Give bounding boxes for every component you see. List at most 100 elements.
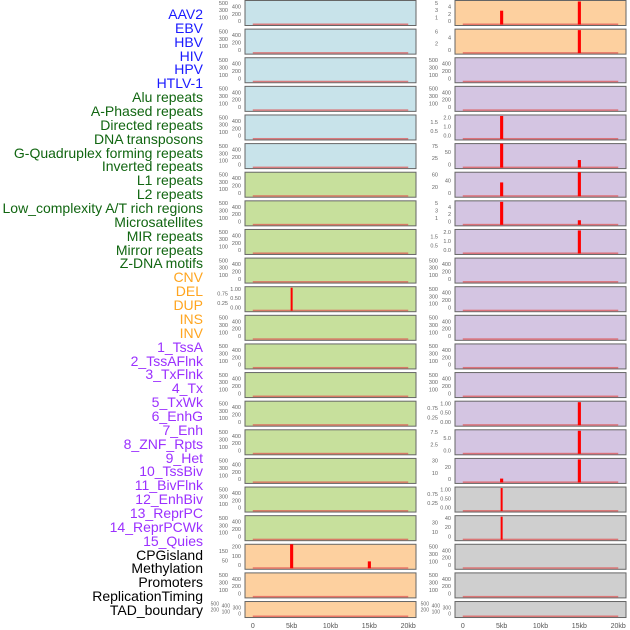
baseline-line: [462, 452, 619, 455]
y-tick-label: 100: [219, 388, 228, 394]
track-panel: [454, 57, 627, 84]
y-tick-label: 400: [232, 148, 241, 154]
y-tick-label: 300: [429, 65, 438, 71]
y-tick-label: 0: [448, 191, 451, 197]
baseline-line: [252, 309, 409, 312]
data-bar: [577, 430, 581, 454]
track-label-chromhmm: 13_ReprPC: [129, 504, 203, 521]
y-tick-label: 0: [448, 76, 451, 82]
track-panel: [244, 28, 417, 55]
y-tick-label: 500: [421, 602, 430, 608]
y-tick-label: 0: [238, 420, 241, 426]
y-tick-label: 0: [448, 277, 451, 283]
y-tick-label: 400: [442, 291, 451, 297]
y-tick-label: 500: [219, 430, 228, 436]
y-tick-label: 0: [448, 612, 451, 618]
baseline-line: [462, 395, 619, 398]
y-tick-label: 500: [219, 516, 228, 522]
y-tick-label: 100: [219, 187, 228, 193]
baseline-line: [252, 615, 409, 618]
track-label-other: CPGisland: [136, 546, 203, 563]
baseline-line: [462, 338, 619, 340]
y-tick-label: 100: [429, 359, 438, 365]
baseline-line: [462, 223, 619, 226]
track-label-repeat: Z-DNA motifs: [119, 255, 203, 272]
y-tick-label: 100: [222, 610, 231, 616]
y-tick-label: 0.5: [430, 129, 438, 135]
data-bar: [577, 172, 581, 197]
y-tick-label: 0: [448, 48, 451, 54]
baseline-line: [252, 166, 409, 169]
y-tick-label: 400: [232, 119, 241, 125]
y-tick-label: 500: [219, 144, 228, 150]
track-label-repeat: Low_complexity A/T rich regions: [2, 200, 204, 217]
y-tick-label: 400: [232, 434, 241, 440]
y-tick-label: 200: [232, 69, 241, 75]
y-tick-label: 200: [442, 69, 451, 75]
y-tick-label: 0: [238, 449, 241, 455]
track-label-chromhmm: 14_ReprPCWk: [109, 518, 203, 535]
baseline-line: [252, 109, 409, 111]
y-tick-label: 100: [219, 531, 228, 537]
y-tick-label: 100: [219, 330, 228, 336]
track-panel: [454, 200, 627, 227]
y-tick-label: 0.0: [443, 248, 451, 254]
y-tick-label: 500: [219, 316, 228, 322]
track-label-repeat: Alu repeats: [132, 89, 203, 106]
y-tick-label: 200: [442, 384, 451, 390]
y-tick-label: 0: [238, 220, 241, 226]
data-bar: [500, 478, 504, 483]
baseline-line: [462, 137, 619, 140]
data-bar: [577, 30, 581, 54]
y-tick-label: 100: [219, 101, 228, 107]
y-tick-label: 200: [211, 608, 220, 614]
y-tick-label: 200: [442, 298, 451, 304]
track-panel: [454, 486, 627, 513]
track-panel: [454, 429, 627, 456]
baseline-line: [462, 366, 619, 369]
y-tick-label: 0.25: [217, 301, 228, 307]
baseline-line: [252, 595, 409, 598]
y-tick-label: 100: [219, 73, 228, 79]
y-tick-label: 500: [219, 173, 228, 179]
track-label-repeat: Directed repeats: [100, 116, 203, 133]
y-tick-label: 0.25: [427, 415, 438, 421]
baseline-line: [252, 452, 409, 455]
y-tick-label: 300: [219, 409, 228, 415]
track-label-chromhmm: 5_TxWk: [151, 394, 203, 411]
y-tick-label: 200: [232, 98, 241, 104]
y-tick-label: 75: [432, 144, 438, 150]
data-bar: [500, 182, 504, 197]
y-tick-label: 0: [448, 305, 451, 311]
y-tick-label: 200: [442, 98, 451, 104]
y-tick-label: 400: [442, 577, 451, 583]
y-tick-label: 100: [429, 559, 438, 565]
y-tick-label: 150: [219, 549, 228, 555]
y-tick-label: 0: [448, 363, 451, 369]
track-panel: [244, 57, 417, 84]
y-tick-label: 300: [219, 37, 228, 43]
y-tick-label: 20: [445, 525, 451, 531]
track-panel: [244, 457, 417, 484]
track-panel: [244, 572, 417, 599]
y-tick-label: 300: [219, 94, 228, 100]
y-tick-label: 0: [238, 191, 241, 197]
y-tick-label: 100: [219, 416, 228, 422]
y-tick-label: 0: [238, 391, 241, 397]
track-panel: [454, 572, 627, 599]
y-tick-label: 10: [432, 471, 438, 477]
x-tick-label: 5kb: [496, 623, 507, 630]
y-tick-label: 300: [219, 495, 228, 501]
data-bar: [500, 201, 504, 225]
track-label-sv: INS: [179, 310, 203, 327]
y-tick-label: 0: [238, 105, 241, 111]
track-label-virus: HIV: [179, 47, 203, 64]
y-tick-label: 500: [219, 487, 228, 493]
baseline-line: [252, 195, 409, 197]
y-tick-label: 500: [429, 58, 438, 64]
track-label-chromhmm: 1_TssA: [157, 338, 203, 355]
y-tick-label: 0: [448, 162, 451, 168]
y-tick-label: 400: [232, 319, 241, 325]
y-tick-label: 500: [219, 258, 228, 264]
y-tick-label: 10: [432, 530, 438, 536]
